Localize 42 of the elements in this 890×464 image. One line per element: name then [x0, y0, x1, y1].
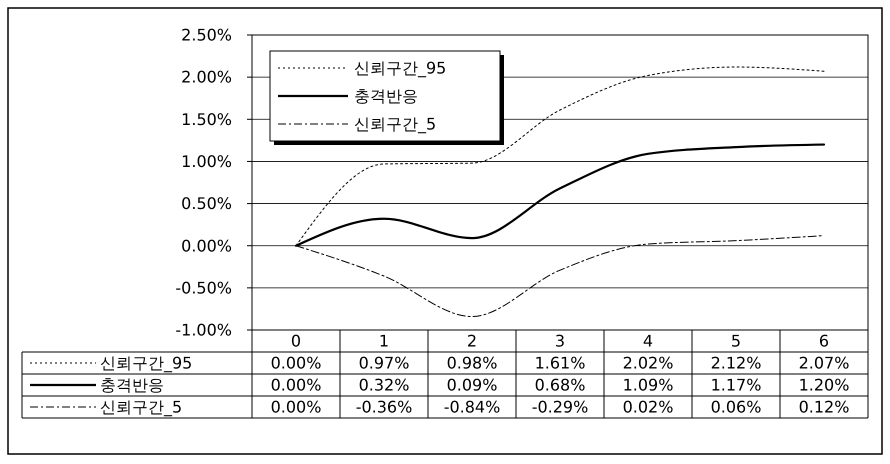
- y-tick-label: 2.50%: [181, 26, 232, 45]
- data-label: 0.68%: [534, 376, 586, 395]
- text: 신뢰구간_5: [100, 398, 182, 417]
- y-tick-label: -1.00%: [175, 320, 232, 340]
- data-label: -0.84%: [444, 398, 500, 417]
- y-tick-label: 1.50%: [181, 110, 232, 129]
- y-tick-label: 0.50%: [181, 194, 232, 214]
- x-tick-label: 1: [378, 332, 390, 351]
- data-label: 0.06%: [710, 398, 762, 417]
- data-label: 0.00%: [270, 376, 322, 395]
- y-tick-label: 0.00%: [181, 236, 232, 256]
- data-label: 1.20%: [798, 376, 850, 395]
- data-label: 0.32%: [358, 376, 410, 395]
- data-label: 0.98%: [446, 354, 498, 373]
- data-label: 2.07%: [798, 354, 850, 373]
- legend-label: 신뢰구간_95: [354, 58, 446, 78]
- data-label: 0.02%: [622, 398, 674, 417]
- data-label: 0.00%: [270, 398, 322, 417]
- data-label: 1.17%: [710, 376, 762, 395]
- x-tick-label: 2: [466, 332, 478, 351]
- x-tick-label: 3: [554, 332, 566, 351]
- data-label: 1.09%: [622, 376, 674, 395]
- text: 충격반응: [100, 376, 164, 395]
- data-label: 0.00%: [270, 354, 322, 373]
- x-tick-label: 0: [290, 332, 302, 351]
- data-label: 2.02%: [622, 354, 674, 373]
- text: 신뢰구간_95: [100, 354, 192, 373]
- data-label: 0.97%: [358, 354, 410, 373]
- x-tick-label: 4: [642, 332, 654, 351]
- x-tick-label: 5: [730, 332, 742, 351]
- data-label: -0.36%: [356, 398, 412, 417]
- y-tick-label: 1.00%: [181, 152, 232, 172]
- data-label: 0.12%: [798, 398, 850, 417]
- x-tick-label: 6: [818, 332, 830, 351]
- y-tick-label: -0.50%: [175, 278, 232, 298]
- data-label: -0.29%: [532, 398, 588, 417]
- data-label: 0.09%: [446, 376, 498, 395]
- legend-label: 충격반응: [354, 86, 418, 106]
- data-label: 1.61%: [534, 354, 586, 373]
- y-tick-label: 2.00%: [181, 68, 232, 87]
- data-label: 2.12%: [710, 354, 762, 373]
- legend-label: 신뢰구간_5: [354, 114, 436, 134]
